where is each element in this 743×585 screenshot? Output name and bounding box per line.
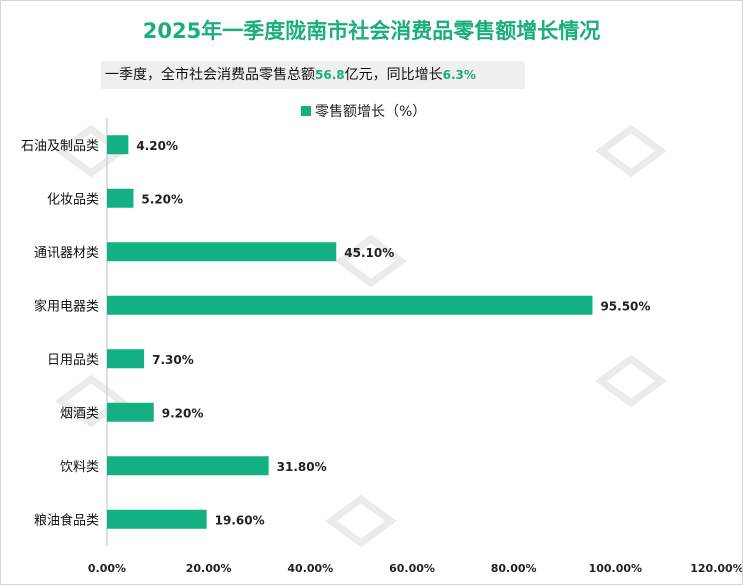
x-tick-label: 40.00%	[287, 562, 333, 575]
bar	[107, 456, 269, 476]
summary-prefix: 一季度，全市社会消费品零售总额	[105, 67, 315, 83]
category-label: 日用品类	[47, 353, 99, 368]
x-tick-label: 0.00%	[88, 562, 126, 575]
category-label: 石油及制品类	[21, 139, 99, 154]
summary-banner: 一季度，全市社会消费品零售总额56.8亿元，同比增长6.3%	[101, 61, 525, 89]
chart-title: 2025年一季度陇南市社会消费品零售额增长情况	[142, 19, 601, 43]
data-label: 5.20%	[141, 192, 183, 206]
legend-swatch	[301, 106, 311, 116]
bar	[107, 402, 154, 422]
x-tick-label: 120.00%	[690, 562, 742, 575]
x-tick-label: 60.00%	[389, 562, 435, 575]
category-label: 化妆品类	[47, 192, 99, 207]
bar	[107, 509, 207, 529]
x-tick-label: 100.00%	[589, 562, 642, 575]
data-label: 95.50%	[600, 299, 650, 313]
summary-mid: 亿元，同比增长	[344, 67, 443, 83]
summary-growth-value: 6.3%	[442, 68, 476, 82]
bar	[107, 295, 593, 315]
data-label: 7.30%	[152, 353, 194, 367]
data-label: 19.60%	[215, 513, 265, 527]
bar	[107, 349, 145, 369]
category-label: 粮油食品类	[34, 512, 99, 528]
data-label: 4.20%	[136, 139, 178, 153]
category-label: 通讯器材类	[34, 246, 99, 261]
data-label: 31.80%	[277, 460, 327, 474]
category-label: 饮料类	[60, 460, 99, 475]
data-label: 45.10%	[344, 246, 394, 260]
x-tick-label: 80.00%	[491, 562, 537, 575]
chart-legend: 零售额增长（%）	[301, 101, 426, 121]
bar	[107, 135, 129, 155]
category-label: 烟酒类	[60, 406, 99, 421]
x-tick-label: 20.00%	[186, 562, 232, 575]
bar	[107, 242, 337, 262]
bar	[107, 188, 134, 208]
legend-label: 零售额增长（%）	[315, 104, 427, 120]
data-label: 9.20%	[162, 406, 204, 420]
summary-total-value: 56.8	[315, 68, 345, 82]
category-label: 家用电器类	[34, 298, 99, 314]
